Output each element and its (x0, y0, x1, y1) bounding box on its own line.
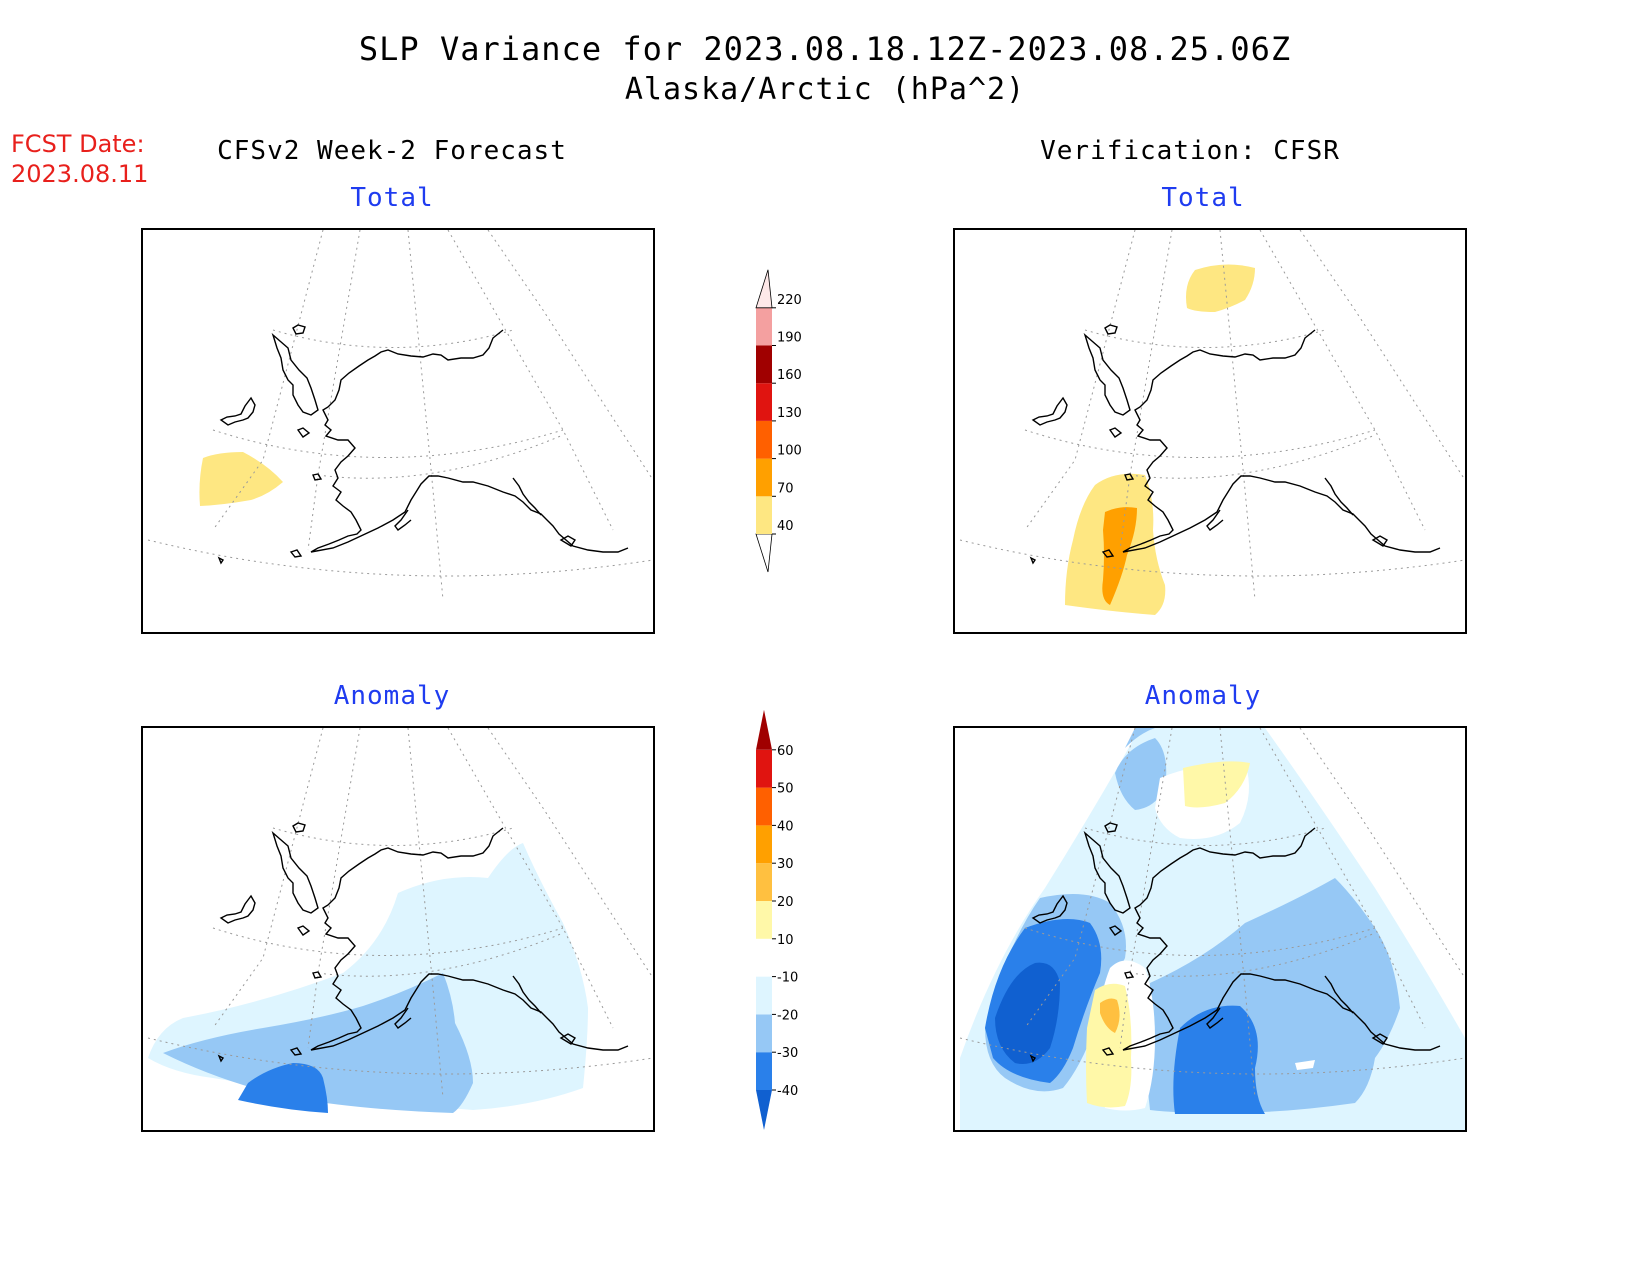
subtitle: Alaska/Arctic (hPa^2) (624, 72, 1026, 107)
colorbar-anomaly-box (756, 938, 772, 977)
colorbar-total-under-triangle (755, 533, 773, 573)
colorbar-anomaly-box (756, 825, 772, 864)
colorbar-anomaly-label: -30 (777, 1046, 798, 1061)
colorbar-total-label: 130 (777, 406, 802, 421)
colorbar-anomaly-box (756, 976, 772, 1015)
column-title-verification: Verification: CFSR (1040, 136, 1340, 166)
map-forecast-anomaly (141, 726, 655, 1132)
panel-label-verification-total: Total (1161, 183, 1245, 213)
colorbar-anomaly-under-triangle (756, 1090, 772, 1130)
map-verification-anomaly-canvas (959, 728, 1465, 1130)
colorbar-anomaly-box (756, 1014, 772, 1053)
shade-neg20-neg30 (163, 973, 473, 1113)
shade-40-70 (199, 452, 283, 506)
colorbar-total-box (756, 496, 772, 534)
shade-neg30-east (1173, 1005, 1265, 1114)
colorbar-anomaly-box (756, 901, 772, 939)
colorbar-anomaly-label: 40 (777, 819, 794, 834)
colorbar-anomaly-label: 50 (777, 782, 794, 797)
colorbar-total-label: 100 (777, 444, 802, 459)
fcst-date-value: 2023.08.11 (11, 160, 149, 188)
shade-neg40-west (995, 962, 1060, 1064)
fcst-date-label: FCST Date: (11, 130, 145, 158)
map-verification-anomaly (953, 726, 1467, 1132)
panel-label-forecast-total: Total (350, 183, 434, 213)
colorbar-anomaly-label: 30 (777, 857, 794, 872)
colorbar-total: 40 70 100 130 160 190 220 (755, 269, 802, 573)
colorbar-total-label: 40 (777, 519, 794, 534)
main-title: SLP Variance for 2023.08.18.12Z-2023.08.… (358, 30, 1292, 68)
shade-70-100-bering (1102, 507, 1137, 605)
colorbar-anomaly-label: -10 (777, 971, 798, 986)
column-title-forecast: CFSv2 Week-2 Forecast (217, 136, 567, 166)
colorbar-total-label: 220 (777, 293, 802, 308)
colorbar-anomaly-label: -20 (777, 1008, 798, 1023)
map-verification-total (953, 228, 1467, 634)
colorbar-anomaly: -40 -30 -20 -10 10 20 30 40 50 60 (756, 710, 798, 1130)
colorbar-total-box (756, 458, 772, 497)
map-forecast-anomaly-canvas (147, 728, 653, 1113)
shade-neg20-north (1115, 738, 1167, 810)
panel-label-forecast-anomaly: Anomaly (333, 681, 451, 711)
colorbar-anomaly-label: 20 (777, 895, 794, 910)
colorbar-total-over-triangle (755, 269, 773, 309)
colorbar-total-box (756, 420, 772, 459)
colorbar-anomaly-box (756, 1052, 772, 1090)
shade-40-70-north (1186, 264, 1255, 312)
shade-10-20-center (1086, 983, 1132, 1108)
colorbar-anomaly-label: 10 (777, 933, 794, 948)
colorbar-total-box (756, 383, 772, 421)
panel-label-verification-anomaly: Anomaly (1144, 681, 1262, 711)
colorbar-anomaly-over-triangle (756, 710, 772, 750)
colorbar-total-label: 70 (777, 481, 794, 496)
shade-10-20-north (1183, 761, 1250, 808)
colorbar-anomaly-box (756, 749, 772, 788)
colorbar-anomaly-box (756, 863, 772, 901)
colorbar-anomaly-box (756, 787, 772, 826)
colorbar-total-label: 160 (777, 368, 802, 383)
colorbar-total-label: 190 (777, 331, 802, 346)
colorbar-total-box (756, 307, 772, 346)
colorbar-anomaly-label: -40 (777, 1084, 798, 1099)
map-verification-total-canvas (959, 230, 1465, 615)
shade-neg30-neg40 (238, 1063, 328, 1113)
map-forecast-total (141, 228, 655, 634)
colorbar-total-box (756, 345, 772, 384)
shade-20-30-center (1100, 998, 1120, 1033)
colorbar-anomaly-label: 60 (777, 744, 794, 759)
map-forecast-total-canvas (147, 230, 653, 601)
